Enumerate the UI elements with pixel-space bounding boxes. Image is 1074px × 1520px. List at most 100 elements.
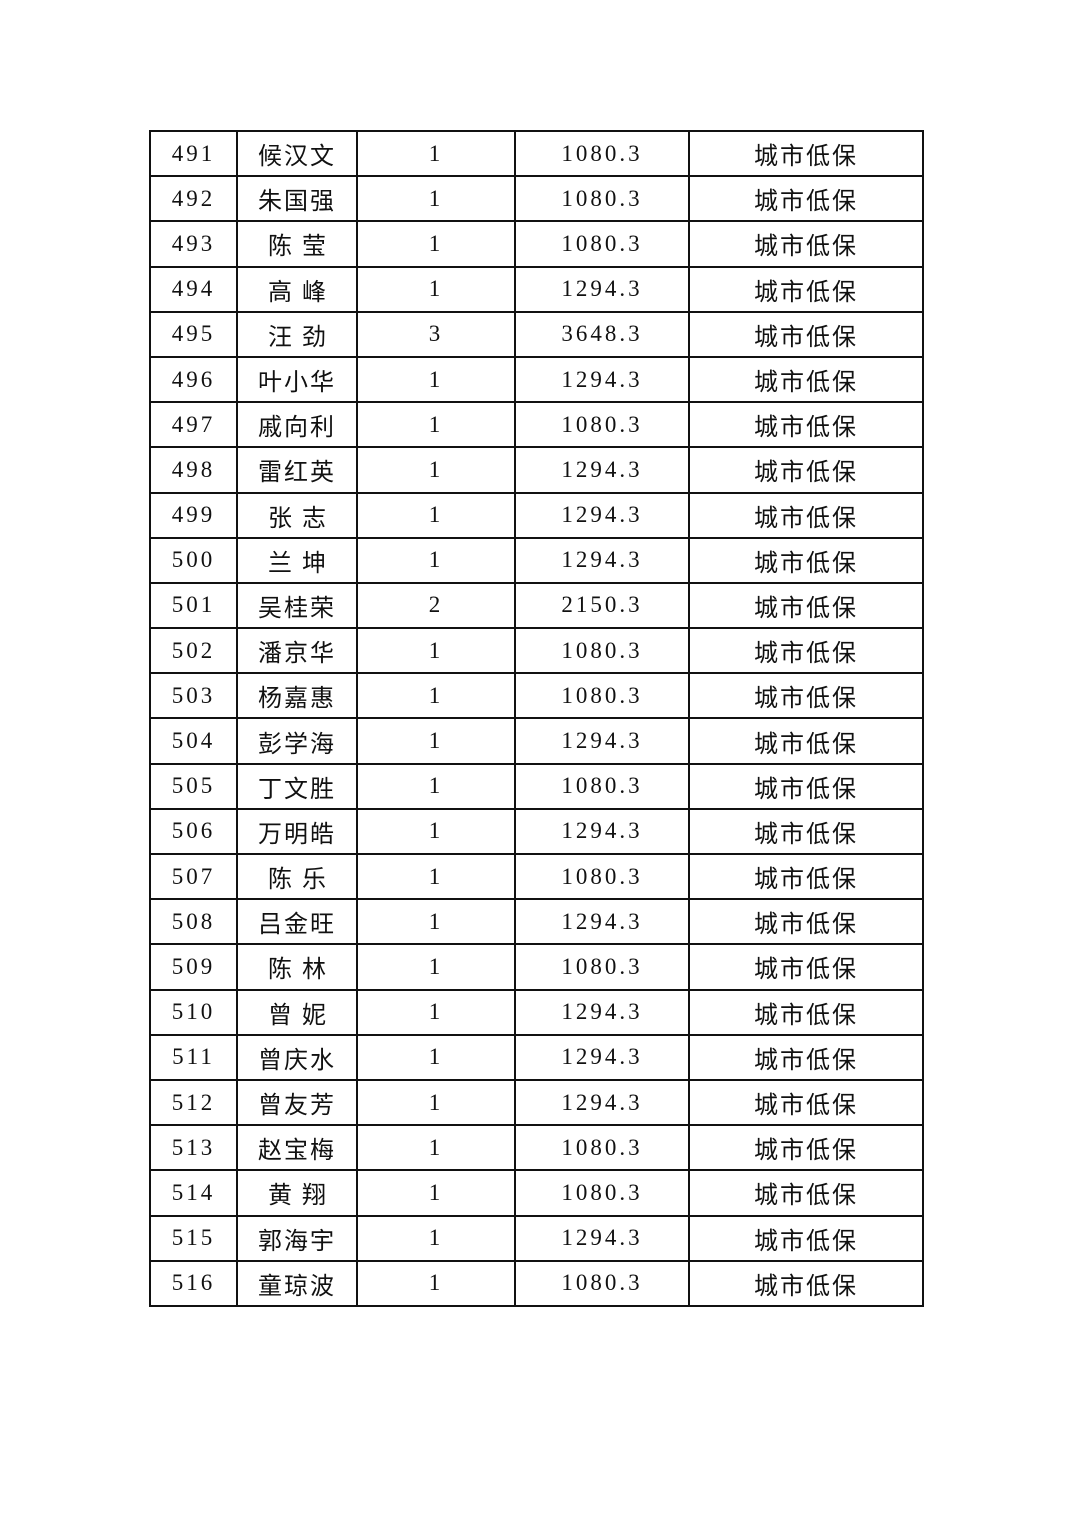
assistance-type-cell: 城市低保 (688, 1214, 924, 1262)
assistance-type-cell: 城市低保 (688, 175, 924, 223)
household-size-cell: 1 (356, 1124, 516, 1172)
assistance-type-cell: 城市低保 (688, 310, 924, 358)
amount-cell: 2150.3 (514, 581, 690, 630)
amount-cell: 3648.3 (514, 310, 690, 358)
amount-cell: 1080.3 (514, 1259, 690, 1307)
row-number-cell: 507 (149, 852, 238, 901)
table-row: 510 曾妮 1 1294.3 城市低保 (149, 988, 924, 1036)
household-size-cell: 1 (356, 1169, 516, 1217)
household-size-cell: 1 (356, 175, 516, 223)
row-number-cell: 513 (149, 1124, 238, 1172)
row-number-cell: 496 (149, 355, 238, 404)
household-size-cell: 3 (356, 310, 516, 358)
table-row: 493 陈莹 1 1080.3 城市低保 (149, 220, 924, 268)
household-size-cell: 1 (356, 762, 516, 810)
household-size-cell: 1 (356, 355, 516, 404)
assistance-type-cell: 城市低保 (688, 627, 924, 675)
name-cell: 彭学海 (236, 717, 358, 765)
assistance-type-cell: 城市低保 (688, 491, 924, 539)
row-number-cell: 509 (149, 943, 238, 991)
name-cell: 张志 (236, 491, 358, 539)
amount-cell: 1294.3 (514, 1214, 690, 1262)
table-row: 505 丁文胜 1 1080.3 城市低保 (149, 762, 924, 810)
amount-cell: 1080.3 (514, 627, 690, 675)
table-row: 498 雷红英 1 1294.3 城市低保 (149, 446, 924, 494)
amount-cell: 1294.3 (514, 1078, 690, 1127)
row-number-cell: 492 (149, 175, 238, 223)
amount-cell: 1080.3 (514, 401, 690, 449)
household-size-cell: 1 (356, 536, 516, 584)
table-row: 508 吕金旺 1 1294.3 城市低保 (149, 898, 924, 946)
recipient-table: 491 候汉文 1 1080.3 城市低保 492 朱国强 1 1080.3 城市低保 493 陈莹 1… (149, 129, 924, 1307)
name-cell: 汪劲 (236, 310, 358, 358)
amount-cell: 1080.3 (514, 852, 690, 901)
row-number-cell: 510 (149, 988, 238, 1036)
household-size-cell: 1 (356, 1078, 516, 1127)
table-row: 511 曾庆水 1 1294.3 城市低保 (149, 1033, 924, 1081)
name-cell: 候汉文 (236, 129, 358, 178)
assistance-type-cell: 城市低保 (688, 943, 924, 991)
table-row: 516 童琼波 1 1080.3 城市低保 (149, 1259, 924, 1307)
name-cell: 曾庆水 (236, 1033, 358, 1081)
household-size-cell: 1 (356, 988, 516, 1036)
name-cell: 叶小华 (236, 355, 358, 404)
household-size-cell: 1 (356, 129, 516, 178)
amount-cell: 1294.3 (514, 536, 690, 584)
name-cell: 黄翔 (236, 1169, 358, 1217)
name-cell: 陈林 (236, 943, 358, 991)
amount-cell: 1080.3 (514, 220, 690, 268)
assistance-type-cell: 城市低保 (688, 401, 924, 449)
name-cell: 吴桂荣 (236, 581, 358, 630)
amount-cell: 1294.3 (514, 807, 690, 856)
row-number-cell: 515 (149, 1214, 238, 1262)
name-cell: 万明皓 (236, 807, 358, 856)
row-number-cell: 508 (149, 898, 238, 946)
row-number-cell: 505 (149, 762, 238, 810)
assistance-type-cell: 城市低保 (688, 581, 924, 630)
amount-cell: 1080.3 (514, 1169, 690, 1217)
name-cell: 雷红英 (236, 446, 358, 494)
name-cell: 兰坤 (236, 536, 358, 584)
table-row: 495 汪劲 3 3648.3 城市低保 (149, 310, 924, 358)
name-cell: 陈莹 (236, 220, 358, 268)
household-size-cell: 1 (356, 491, 516, 539)
name-cell: 曾妮 (236, 988, 358, 1036)
row-number-cell: 514 (149, 1169, 238, 1217)
household-size-cell: 1 (356, 220, 516, 268)
table-row: 496 叶小华 1 1294.3 城市低保 (149, 355, 924, 404)
table-row: 491 候汉文 1 1080.3 城市低保 (149, 129, 924, 178)
assistance-type-cell: 城市低保 (688, 1078, 924, 1127)
row-number-cell: 499 (149, 491, 238, 539)
assistance-type-cell: 城市低保 (688, 852, 924, 901)
assistance-type-cell: 城市低保 (688, 265, 924, 313)
amount-cell: 1080.3 (514, 1124, 690, 1172)
assistance-type-cell: 城市低保 (688, 672, 924, 720)
household-size-cell: 2 (356, 581, 516, 630)
assistance-type-cell: 城市低保 (688, 762, 924, 810)
amount-cell: 1294.3 (514, 446, 690, 494)
amount-cell: 1294.3 (514, 717, 690, 765)
assistance-type-cell: 城市低保 (688, 807, 924, 856)
name-cell: 郭海宇 (236, 1214, 358, 1262)
table-row: 499 张志 1 1294.3 城市低保 (149, 491, 924, 539)
household-size-cell: 1 (356, 943, 516, 991)
amount-cell: 1294.3 (514, 898, 690, 946)
assistance-type-cell: 城市低保 (688, 446, 924, 494)
amount-cell: 1294.3 (514, 355, 690, 404)
table-row: 501 吴桂荣 2 2150.3 城市低保 (149, 581, 924, 630)
name-cell: 杨嘉惠 (236, 672, 358, 720)
table-row: 504 彭学海 1 1294.3 城市低保 (149, 717, 924, 765)
amount-cell: 1080.3 (514, 943, 690, 991)
table-row: 492 朱国强 1 1080.3 城市低保 (149, 175, 924, 223)
row-number-cell: 506 (149, 807, 238, 856)
name-cell: 朱国强 (236, 175, 358, 223)
name-cell: 陈乐 (236, 852, 358, 901)
table-row: 506 万明皓 1 1294.3 城市低保 (149, 807, 924, 856)
assistance-type-cell: 城市低保 (688, 220, 924, 268)
name-cell: 潘京华 (236, 627, 358, 675)
row-number-cell: 498 (149, 446, 238, 494)
row-number-cell: 494 (149, 265, 238, 313)
amount-cell: 1080.3 (514, 672, 690, 720)
amount-cell: 1294.3 (514, 265, 690, 313)
assistance-type-cell: 城市低保 (688, 1169, 924, 1217)
